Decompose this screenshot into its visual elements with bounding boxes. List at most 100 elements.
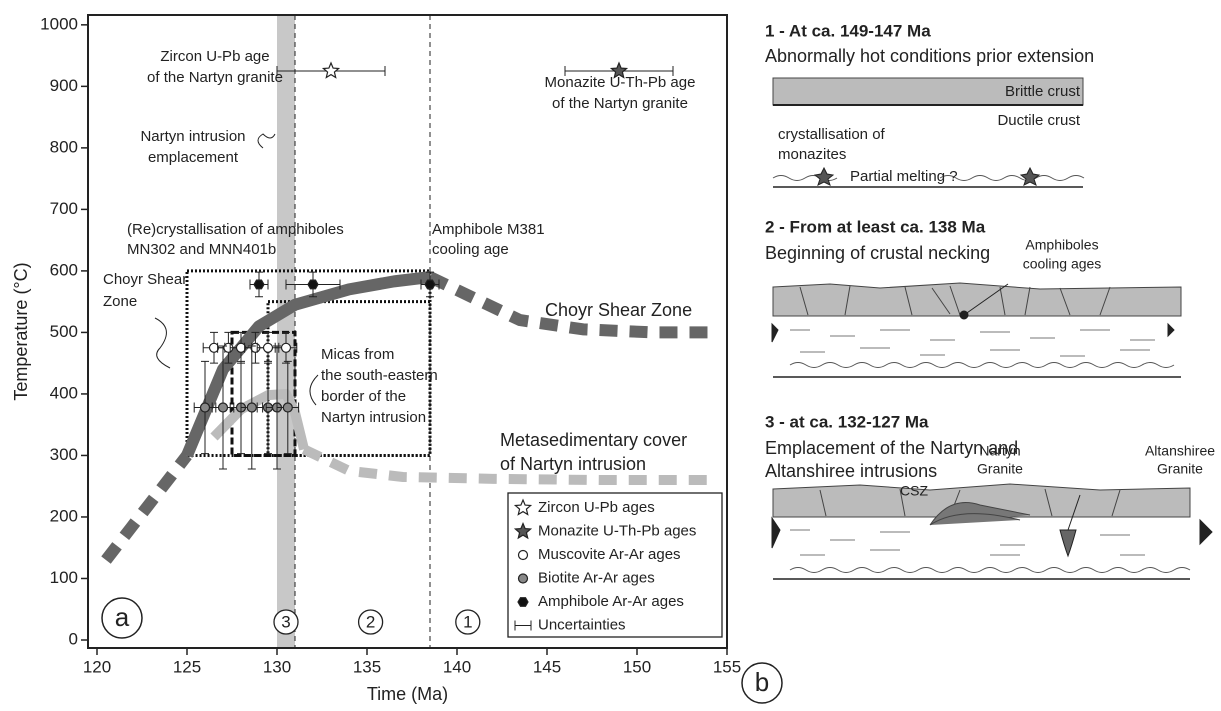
- annotation: Amphiboles: [1025, 237, 1098, 253]
- annotation: Altanshiree: [1145, 443, 1215, 459]
- data-point: [217, 402, 229, 413]
- legend-label: Amphibole Ar-Ar ages: [538, 593, 684, 610]
- range-box: [266, 300, 432, 457]
- annotation: Nartyn: [979, 443, 1020, 459]
- annotation: CSZ: [900, 483, 928, 499]
- data-point: [307, 279, 319, 290]
- annotation: emplacement: [148, 149, 239, 166]
- curve-label: of Nartyn intrusion: [500, 454, 646, 474]
- zone-circle: [273, 609, 299, 635]
- y-tick-label: 600: [50, 260, 78, 279]
- stage-heading: 3 - at ca. 132-127 Ma: [765, 412, 929, 431]
- legend-box: [507, 492, 723, 638]
- annotation: border of the: [321, 388, 406, 405]
- y-tick-label: 400: [50, 383, 78, 402]
- annotation: (Re)crystallisation of amphiboles: [127, 221, 344, 238]
- stage-heading: 1 - At ca. 149-147 Ma: [765, 21, 931, 40]
- zone-label: 3: [281, 612, 290, 631]
- x-tick-label: 155: [713, 657, 741, 676]
- plot-frame: [87, 14, 728, 649]
- stage-subtitle: Beginning of crustal necking: [765, 243, 990, 263]
- data-point: [609, 61, 629, 79]
- zone-label: 1: [463, 612, 472, 631]
- y-tick-label: 100: [50, 568, 78, 587]
- data-point: [321, 61, 341, 79]
- legend-symbol: [517, 549, 529, 561]
- layer-label: Ductile crust: [997, 112, 1080, 129]
- legend-symbol: [513, 521, 533, 540]
- annotation: cooling ages: [1023, 256, 1102, 272]
- legend-label: Muscovite Ar-Ar ages: [538, 546, 681, 563]
- zone-circle: [455, 609, 481, 635]
- y-tick-label: 0: [69, 629, 78, 648]
- legend-symbol: [514, 620, 532, 631]
- leader: [257, 133, 276, 149]
- zone-label: 2: [366, 612, 375, 631]
- panel-b-circle: [741, 662, 783, 704]
- annotation: cooling age: [432, 241, 509, 258]
- annotation: of the Nartyn granite: [147, 69, 283, 86]
- y-axis-label: Temperature (°C): [11, 262, 31, 400]
- y-tick-label: 800: [50, 137, 78, 156]
- y-tick-label: 1000: [40, 14, 78, 33]
- annotation: the south-eastern: [321, 367, 438, 384]
- data-point: [424, 279, 436, 290]
- panel-circle: [101, 597, 143, 639]
- leader: [309, 374, 319, 406]
- y-tick-label: 300: [50, 445, 78, 464]
- y-tick-label: 200: [50, 506, 78, 525]
- panel-b-drawing: [771, 77, 1213, 580]
- annotation: of the Nartyn granite: [552, 95, 688, 112]
- stage-subtitle: Emplacement of the Nartyn and: [765, 438, 1018, 458]
- annotation: Zone: [103, 293, 137, 310]
- annotation: MN302 and MNN401b: [127, 241, 276, 258]
- annotation: Amphibole M381: [432, 221, 545, 238]
- y-tick-label: 900: [50, 76, 78, 95]
- legend-label: Zircon U-Pb ages: [538, 499, 655, 516]
- range-box: [230, 330, 297, 457]
- annotation: Zircon U-Pb age: [160, 48, 269, 65]
- stage-subtitle: Abnormally hot conditions prior extensio…: [765, 46, 1094, 66]
- x-tick-label: 125: [173, 657, 201, 676]
- legend-symbol: [513, 498, 533, 516]
- x-axis-label: Time (Ma): [367, 684, 448, 704]
- data-point: [246, 402, 257, 413]
- legend-label: Uncertainties: [538, 616, 626, 633]
- x-tick-label: 135: [353, 657, 381, 676]
- x-tick-label: 130: [263, 657, 291, 676]
- leader: [154, 317, 171, 369]
- y-tick-label: 500: [50, 322, 78, 341]
- trend-curve: [101, 451, 192, 564]
- annotation: Nartyn intrusion: [140, 128, 245, 145]
- annotation: crystallisation of: [778, 126, 886, 143]
- legend-label: Biotite Ar-Ar ages: [538, 569, 655, 586]
- annotation: Partial melting ?: [850, 168, 958, 185]
- data-point: [253, 279, 265, 290]
- panel-label: b: [755, 667, 769, 697]
- legend-label: Monazite U-Th-Pb ages: [538, 522, 696, 539]
- annotation: Monazite U-Th-Pb age: [545, 74, 696, 91]
- data-point: [280, 342, 292, 353]
- annotation: monazites: [778, 146, 846, 163]
- curve-label: Choyr Shear Zone: [545, 300, 692, 320]
- annotation: Choyr Shear: [103, 271, 187, 288]
- trend-curve: [301, 444, 718, 486]
- y-tick-label: 700: [50, 199, 78, 218]
- legend-symbol: [517, 573, 529, 584]
- x-tick-label: 150: [623, 657, 651, 676]
- x-tick-label: 120: [83, 657, 111, 676]
- layer-label: Brittle crust: [1005, 83, 1081, 100]
- data-point: [262, 342, 274, 353]
- annotation: Granite: [977, 461, 1023, 477]
- trend-curve: [427, 271, 718, 339]
- panel-label: a: [115, 602, 130, 632]
- curve-label: Metasedimentary cover: [500, 430, 687, 450]
- annotation: Micas from: [321, 346, 394, 363]
- stage-subtitle: Altanshiree intrusions: [765, 461, 937, 481]
- legend-symbol: [517, 597, 529, 607]
- x-tick-label: 145: [533, 657, 561, 676]
- stage-heading: 2 - From at least ca. 138 Ma: [765, 217, 986, 236]
- annotation: Granite: [1157, 461, 1203, 477]
